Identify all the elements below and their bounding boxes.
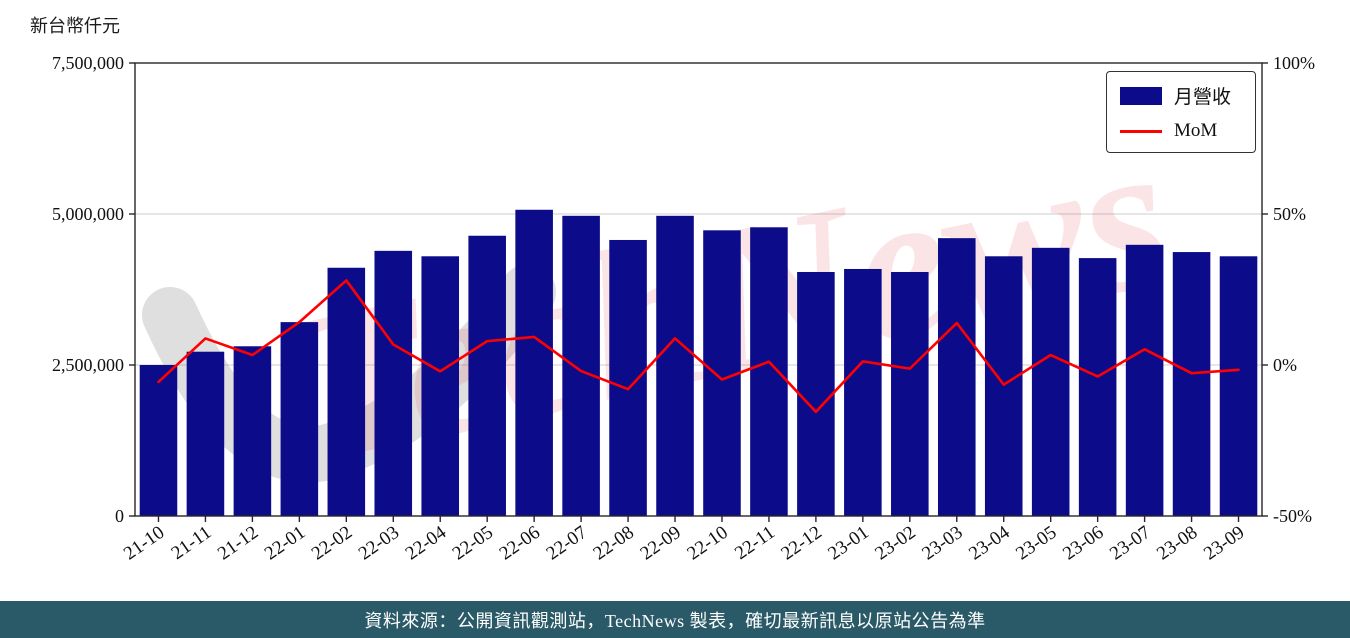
- x-tick-label: 23-06: [1059, 522, 1107, 565]
- right-tick-label: 50%: [1273, 204, 1306, 224]
- x-tick-label: 22-03: [355, 522, 403, 565]
- source-footer-text: 資料來源：公開資訊觀測站，TechNews 製表，確切最新訊息以原站公告為準: [364, 610, 986, 631]
- revenue-bar: [797, 271, 835, 516]
- revenue-bar: [984, 256, 1023, 516]
- revenue-bar: [186, 351, 225, 516]
- mom-line-swatch: [1120, 129, 1162, 133]
- revenue-bar: [280, 322, 319, 516]
- x-tick-label: 22-01: [261, 522, 309, 565]
- x-tick-label: 22-04: [402, 522, 451, 565]
- revenue-bar: [327, 267, 366, 516]
- revenue-bar: [937, 238, 976, 516]
- x-tick-label: 23-09: [1200, 522, 1248, 565]
- revenue-bar: [233, 346, 272, 516]
- revenue-bar: [609, 239, 647, 517]
- revenue-bar: [468, 235, 506, 516]
- revenue-bar: [139, 365, 178, 516]
- x-tick-label: 22-08: [590, 522, 638, 565]
- legend-item-revenue: 月營收: [1120, 82, 1242, 109]
- x-tick-label: 22-10: [683, 522, 731, 565]
- x-tick-label: 22-06: [496, 522, 544, 565]
- x-tick-label: 22-09: [637, 522, 685, 565]
- right-tick-label: 100%: [1273, 53, 1315, 73]
- revenue-bar: [421, 256, 460, 516]
- x-tick-label: 23-08: [1153, 522, 1201, 565]
- revenue-bar: [703, 230, 741, 517]
- revenue-bar: [562, 215, 600, 516]
- axis-frame: [134, 62, 1263, 517]
- revenue-bar: [1125, 244, 1164, 516]
- x-tick-label: 23-04: [965, 522, 1014, 565]
- right-tick-label: -50%: [1273, 506, 1312, 526]
- x-tick-label: 23-05: [1012, 522, 1060, 565]
- revenue-bar: [844, 268, 882, 516]
- left-tick-label: 5,000,000: [52, 204, 124, 224]
- source-footer: 資料來源：公開資訊觀測站，TechNews 製表，確切最新訊息以原站公告為準: [0, 601, 1350, 638]
- revenue-bar-swatch: [1120, 86, 1162, 105]
- revenue-mom-chart: TechNews02,500,0005,000,0007,500,000-50%…: [52, 53, 1315, 565]
- left-tick-label: 2,500,000: [52, 355, 124, 375]
- x-tick-label: 23-03: [918, 522, 966, 565]
- x-tick-label: 21-12: [214, 522, 262, 565]
- x-tick-label: 22-12: [777, 522, 825, 565]
- revenue-bar: [1078, 258, 1117, 516]
- x-tick-label: 22-07: [543, 522, 591, 565]
- left-tick-label: 0: [115, 506, 124, 526]
- revenue-bar: [750, 227, 788, 516]
- revenue-bar: [1172, 252, 1211, 516]
- legend-item-mom: MoM: [1120, 120, 1242, 142]
- x-tick-label: 23-01: [824, 522, 872, 565]
- legend-label-mom: MoM: [1174, 120, 1218, 141]
- revenue-bar: [1219, 256, 1258, 516]
- right-tick-label: 0%: [1273, 355, 1297, 375]
- left-axis-unit-label: 新台幣仟元: [30, 16, 120, 36]
- x-tick-label: 21-11: [168, 522, 216, 564]
- x-tick-label: 23-07: [1106, 522, 1154, 565]
- revenue-bar: [515, 209, 553, 516]
- x-tick-label: 22-05: [449, 522, 497, 565]
- x-tick-label: 21-10: [120, 522, 168, 565]
- left-tick-label: 7,500,000: [52, 53, 124, 73]
- mom-line: [157, 279, 1240, 414]
- revenue-bar: [891, 271, 929, 516]
- revenue-bar: [374, 250, 413, 516]
- x-tick-label: 22-11: [731, 522, 779, 564]
- chart-legend: 月營收 MoM: [1106, 71, 1256, 153]
- x-tick-label: 22-02: [308, 522, 356, 565]
- x-tick-label: 23-02: [871, 522, 919, 565]
- revenue-bar: [656, 215, 694, 516]
- revenue-bar: [1031, 247, 1070, 516]
- legend-label-revenue: 月營收: [1174, 87, 1232, 108]
